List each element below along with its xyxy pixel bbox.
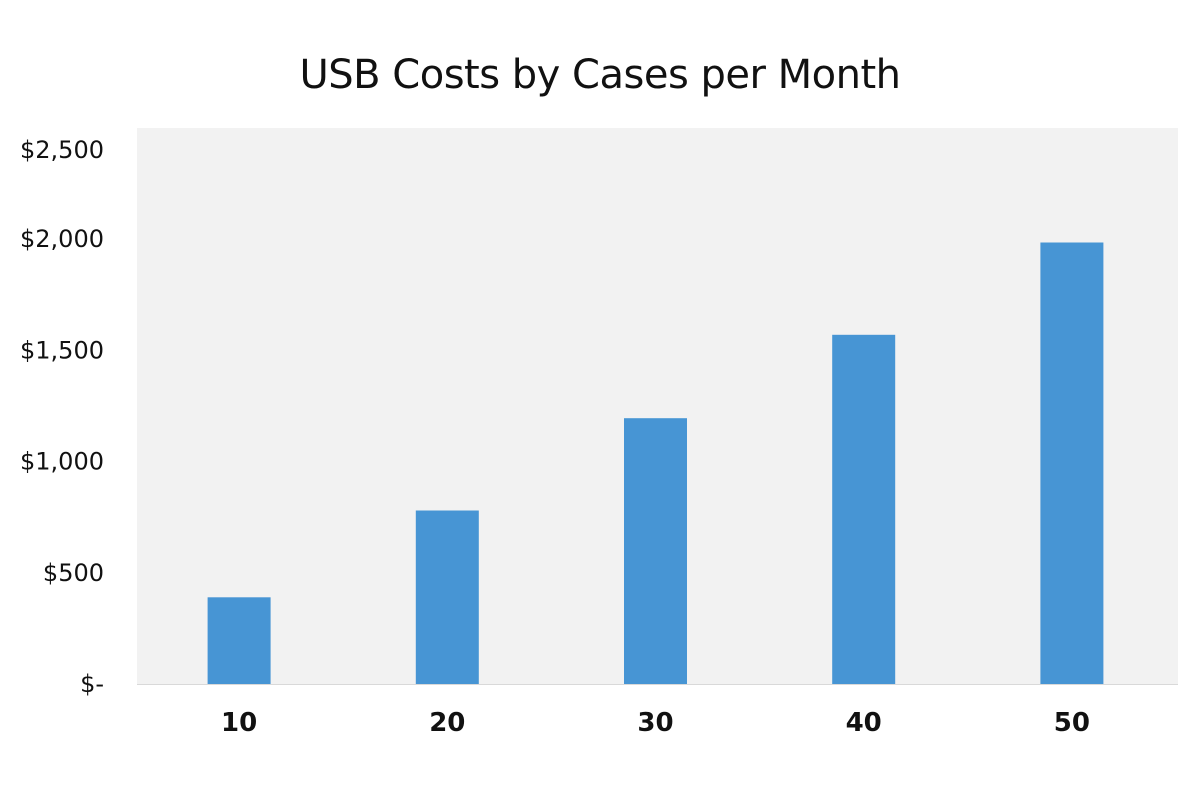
bar-50: [1040, 242, 1104, 684]
y-tick-label: $2,500: [20, 136, 104, 164]
y-tick-label: $2,000: [20, 225, 104, 253]
x-tick-label: 50: [1054, 708, 1090, 738]
x-tick-label: 30: [637, 708, 673, 738]
x-tick-label: 20: [429, 708, 465, 738]
x-axis-ticks: 10 20 30 40 50: [221, 708, 1090, 738]
x-tick-label: 40: [846, 708, 882, 738]
x-tick-label: 10: [221, 708, 257, 738]
y-tick-label: $1,500: [20, 336, 104, 364]
bar-10: [207, 597, 271, 684]
y-tick-label: $500: [43, 559, 104, 587]
y-tick-label: $-: [80, 670, 104, 698]
chart-title: USB Costs by Cases per Month: [299, 52, 901, 98]
bar-20: [415, 510, 479, 684]
bars: [207, 242, 1104, 684]
bar-40: [832, 334, 896, 684]
y-tick-label: $1,000: [20, 448, 104, 476]
y-axis-ticks: $- $500 $1,000 $1,500 $2,000 $2,500: [20, 136, 104, 698]
bar-30: [624, 418, 687, 684]
